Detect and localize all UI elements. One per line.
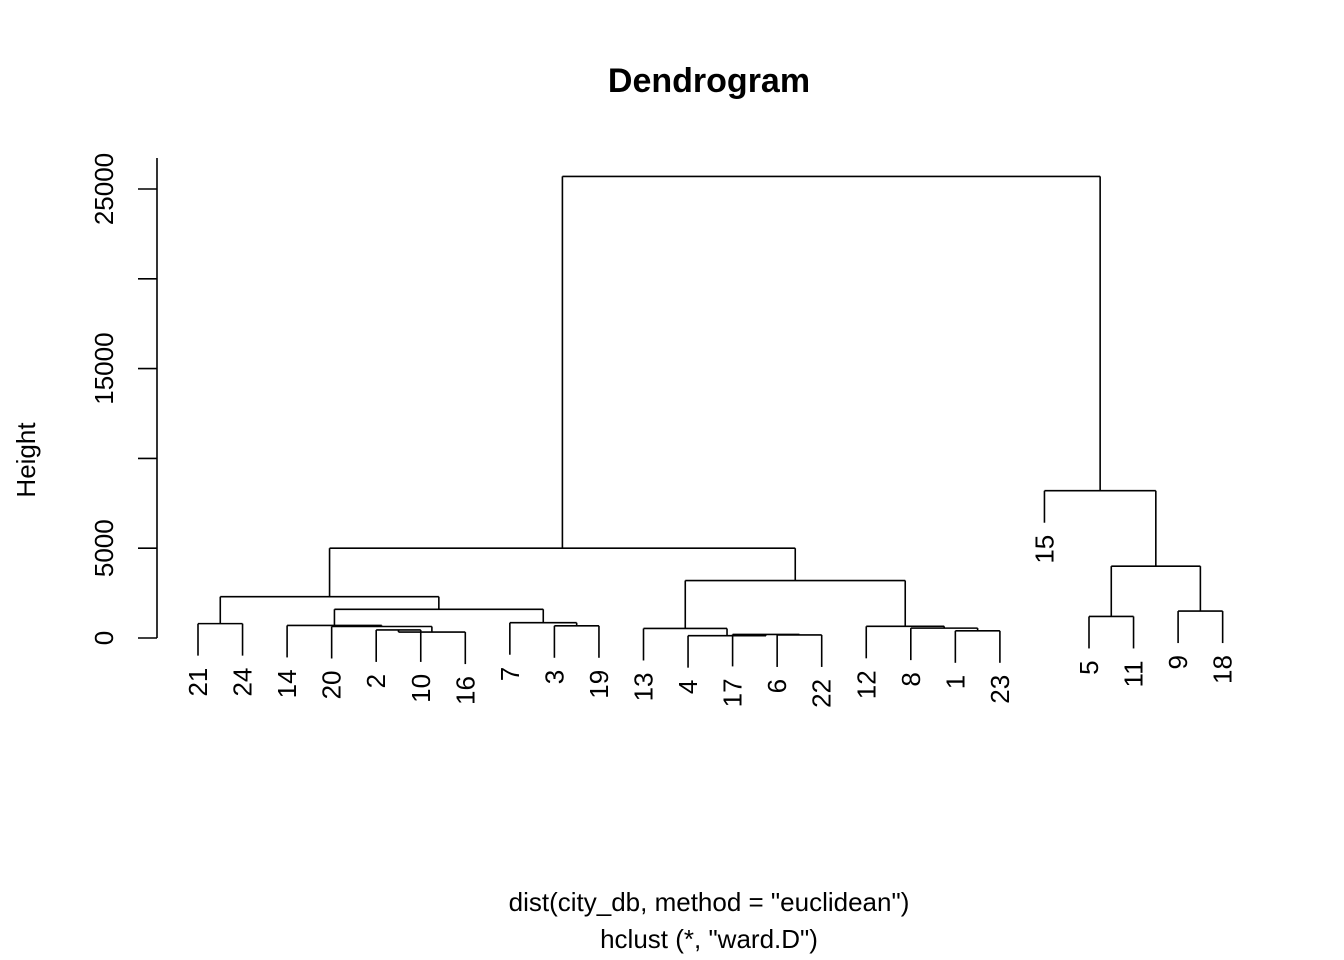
leaf-label: 24 <box>228 668 258 697</box>
dendrogram-tree <box>197 175 1224 668</box>
leaf-labels: 21 24 14 20 2 10 16 7 3 19 13 4 17 6 22 12 8 1 23 15 5 11 9 18 <box>183 535 1238 708</box>
leaf-label: 8 <box>896 672 926 686</box>
y-tick-label: 0 <box>89 631 119 645</box>
leaf-label: 15 <box>1029 535 1059 564</box>
leaf-label: 16 <box>450 676 480 705</box>
leaf-label: 2 <box>361 674 391 688</box>
leaf-label: 5 <box>1074 660 1104 674</box>
leaf-label: 22 <box>807 679 837 708</box>
y-tick-label: 5000 <box>89 519 119 577</box>
leaf-label: 7 <box>495 667 525 681</box>
leaf-label: 1 <box>940 675 970 689</box>
y-axis: 0 5000 15000 25000 <box>89 153 158 645</box>
x-axis-label: dist(city_db, method = "euclidean") <box>509 887 910 917</box>
y-tick-label: 15000 <box>89 332 119 404</box>
leaf-label: 14 <box>272 669 302 698</box>
leaf-label: 6 <box>762 679 792 693</box>
leaf-label: 17 <box>718 678 748 707</box>
leaf-label: 12 <box>851 670 881 699</box>
leaf-label: 21 <box>183 668 213 697</box>
y-tick-label: 25000 <box>89 153 119 225</box>
leaf-label: 11 <box>1119 660 1149 687</box>
leaf-label: 10 <box>406 674 436 703</box>
y-axis-label: Height <box>11 422 41 498</box>
chart-subtitle: hclust (*, "ward.D") <box>600 924 818 954</box>
leaf-label: 3 <box>539 670 569 684</box>
leaf-label: 13 <box>629 672 659 701</box>
leaf-label: 23 <box>985 675 1015 704</box>
leaf-label: 4 <box>673 680 703 694</box>
leaf-label: 9 <box>1163 655 1193 669</box>
chart-title: Dendrogram <box>608 62 810 100</box>
leaf-label: 19 <box>584 670 614 699</box>
leaf-label: 20 <box>317 671 347 700</box>
leaf-label: 18 <box>1208 655 1238 684</box>
